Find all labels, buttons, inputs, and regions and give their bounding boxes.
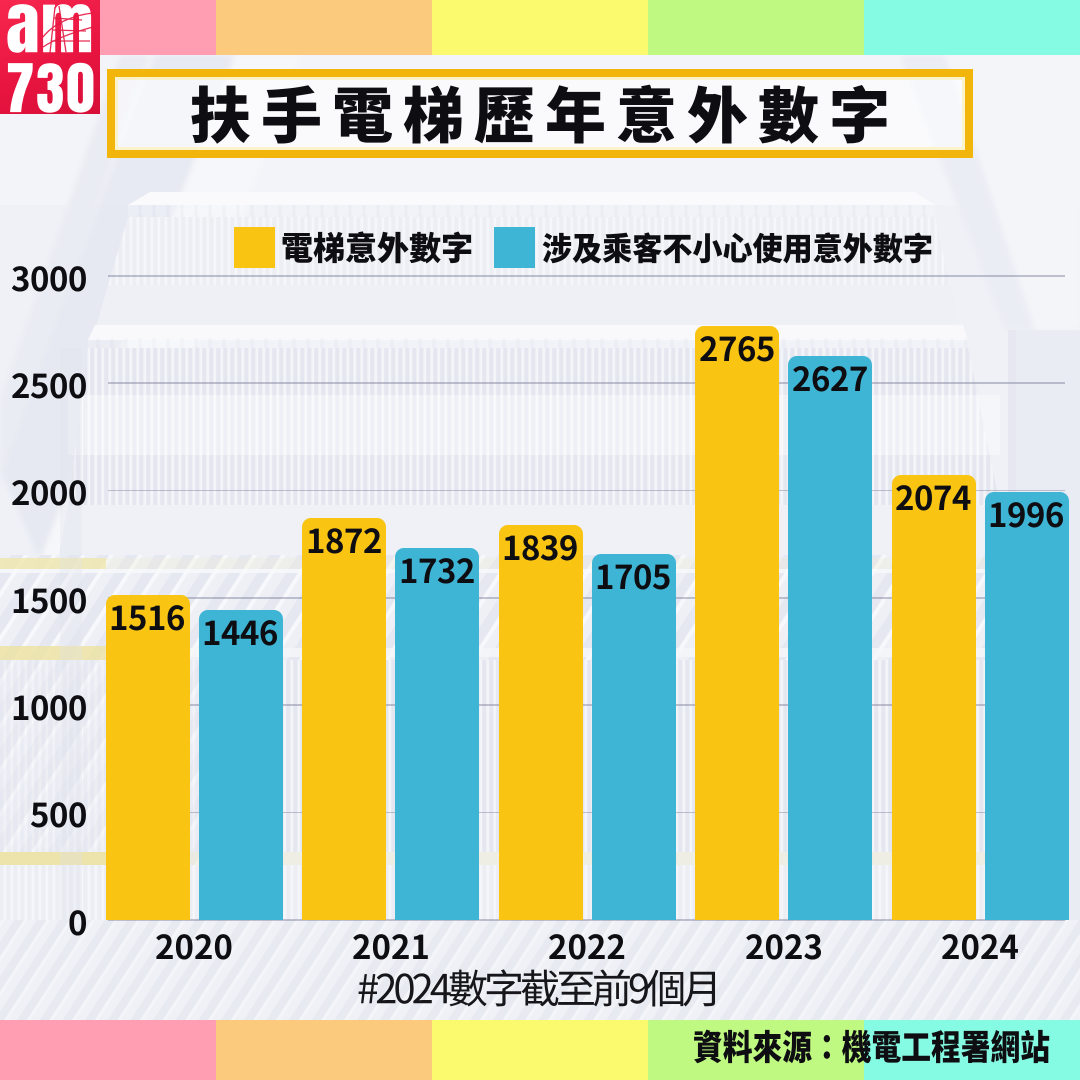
glyph-text-svg [745,933,821,960]
strip-top-segment-5 [864,0,1080,55]
y-tick-label-500: 500 [0,794,87,836]
glyph-text-svg [792,366,867,392]
bar-value-label: 1705 [592,560,676,593]
strip-bottom-segment-3 [432,1020,648,1080]
glyph-text-svg [11,265,86,292]
gridline-0 [108,919,1065,921]
strip-bottom-segment-2 [216,1020,432,1080]
y-tick-label-1500: 1500 [0,579,87,621]
bar-escalator-accidents-2024: 2074 [891,474,976,920]
bar-careless-use-2020: 1446 [198,609,283,920]
logo-text-730: 730 [6,62,95,119]
glyph-text-svg [401,558,474,584]
bar-value-label: 1732 [395,554,479,587]
glyph-text-svg [68,909,86,936]
glyph-text-svg [598,564,670,590]
y-tick-label-2500: 2500 [0,364,87,406]
bar-value-label: 1446 [199,616,283,649]
glyph-text-svg [13,587,86,614]
logo-bridge-sketch-icon [42,5,94,54]
bar-value-label: 1872 [302,524,386,557]
bar-careless-use-2022: 1705 [591,554,676,920]
gridline-2000 [108,489,1065,492]
bar-escalator-accidents-2021: 1872 [302,518,386,920]
glyph-text-svg [11,480,86,506]
gridline-2500 [108,382,1065,384]
bar-careless-use-2024: 1996 [984,491,1069,920]
source-attribution: 資料來源：機電工程署網站 [693,1022,1050,1070]
y-tick-label-2000: 2000 [0,472,87,514]
glyph-text-svg [13,694,86,721]
bar-value-label: 2074 [892,481,976,514]
glyph-text-svg [699,336,774,362]
bar-value-label: 2765 [695,332,779,365]
bar-escalator-accidents-2020: 1516 [105,594,190,920]
legend-swatch-escalator-accidents [234,227,275,268]
gridline-1500 [108,597,1065,599]
glyph-text-svg [694,1029,1050,1063]
glyph-text-svg [112,604,185,631]
glyph-text-svg [942,933,1019,960]
glyph-text-svg [505,535,578,561]
bar-value-label: 1996 [985,498,1069,531]
glyph-text-svg [542,231,932,264]
y-tick-label-1000: 1000 [0,686,87,728]
glyph-text-svg [991,501,1064,528]
legend-label-careless-use: 涉及乘客不小心使用意外數字 [542,227,933,268]
x-tick-label-2022: 2022 [507,926,667,966]
am730-logo: am 730 [0,0,100,114]
bar-value-label: 2627 [788,362,872,395]
legend-swatch-careless-use [494,227,535,268]
gridline-500 [108,811,1065,814]
glyph-text-svg [282,231,472,264]
y-tick-label-3000: 3000 [0,257,87,299]
bar-value-label: 1516 [106,601,190,634]
strip-bottom-segment-1 [0,1020,216,1080]
footnote: #2024數字截至前9個月 [0,968,1080,1008]
bar-escalator-accidents-2023: 2765 [695,326,779,920]
bar-careless-use-2023: 2627 [788,356,872,920]
title-box: 扶手電梯歷年意外數字 [107,69,973,158]
glyph-text-svg [7,62,94,113]
glyph-text-svg [30,802,86,828]
glyph-text-svg [156,933,232,960]
gridline-3000 [108,275,1065,277]
gridline-1000 [108,704,1065,706]
strip-top-segment-3 [432,0,648,55]
glyph-text-svg [308,528,381,554]
legend-label-escalator-accidents: 電梯意外數字 [281,227,473,268]
x-tick-label-2020: 2020 [114,926,274,966]
glyph-text-svg [352,933,428,960]
y-tick-label-0: 0 [0,901,87,943]
glyph-text-svg [205,619,278,646]
bar-escalator-accidents-2022: 1839 [498,525,583,920]
x-tick-label-2023: 2023 [704,926,864,966]
bar-careless-use-2021: 1732 [395,548,479,920]
strip-top-segment-4 [648,0,864,55]
glyph-text-svg [11,372,86,399]
glyph-text-svg [896,484,971,511]
x-tick-label-2021: 2021 [311,926,471,966]
bar-value-label: 1839 [499,531,583,564]
glyph-text-svg [549,933,625,960]
top-color-strip [0,0,1080,55]
glyph-text-svg [359,969,716,1007]
strip-top-segment-2 [216,0,432,55]
x-tick-label-2024: 2024 [900,926,1060,966]
glyph-text-svg [191,84,887,144]
page-title: 扶手電梯歷年意外數字 [190,84,890,145]
